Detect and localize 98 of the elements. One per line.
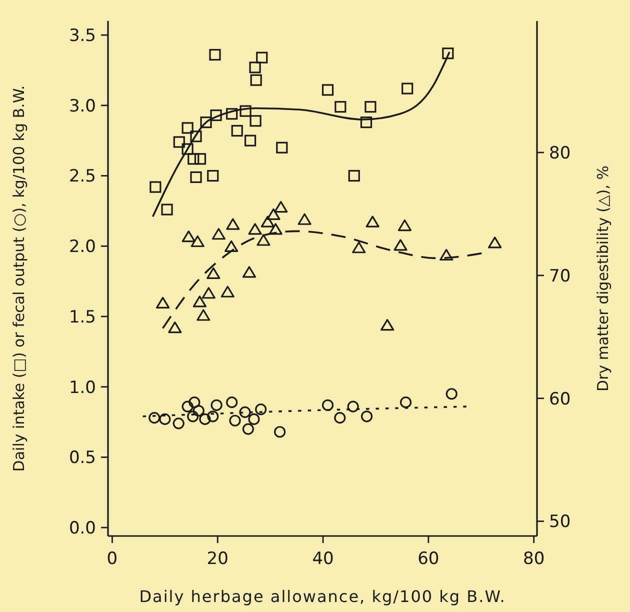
point xyxy=(187,410,199,422)
point xyxy=(161,204,173,216)
point xyxy=(190,130,202,142)
point xyxy=(239,406,251,418)
point xyxy=(446,388,458,400)
point xyxy=(440,248,454,261)
point xyxy=(172,418,184,430)
point xyxy=(256,234,270,246)
point xyxy=(188,396,200,408)
point xyxy=(159,413,171,426)
point xyxy=(242,423,254,435)
point xyxy=(334,412,346,424)
y2-tick-label: 80 xyxy=(549,143,571,164)
y2-tick-label: 70 xyxy=(549,266,571,286)
x-tick-label: 20 xyxy=(206,549,228,569)
point xyxy=(156,296,170,308)
point xyxy=(182,122,194,134)
point xyxy=(402,82,414,94)
x-tick-label: 0 xyxy=(106,549,118,569)
point xyxy=(224,240,238,252)
point xyxy=(190,171,202,183)
point xyxy=(366,216,380,228)
point xyxy=(256,52,268,64)
point xyxy=(348,170,360,182)
point xyxy=(196,309,210,321)
point xyxy=(173,136,185,148)
point xyxy=(148,412,160,424)
point xyxy=(244,134,256,146)
point xyxy=(364,101,376,113)
point xyxy=(168,321,182,334)
point xyxy=(194,153,206,165)
point xyxy=(182,230,196,242)
y2-axis-title: Dry matter digestibility (△), % xyxy=(594,166,612,392)
point xyxy=(250,115,262,127)
y-tick-label: 2.5 xyxy=(68,166,96,187)
point xyxy=(226,108,238,120)
y-tick-label: 3.0 xyxy=(68,96,96,116)
point xyxy=(226,218,240,230)
point xyxy=(207,410,219,422)
point xyxy=(274,201,288,213)
point xyxy=(220,286,234,298)
point xyxy=(207,170,219,182)
point xyxy=(442,48,454,60)
point xyxy=(182,400,194,412)
point xyxy=(400,396,412,408)
point xyxy=(266,208,280,220)
point xyxy=(250,74,262,86)
point xyxy=(192,296,207,308)
point xyxy=(398,219,412,232)
point xyxy=(249,62,261,74)
point xyxy=(209,48,221,61)
point xyxy=(255,404,267,416)
point xyxy=(260,216,274,228)
point xyxy=(188,153,200,165)
point xyxy=(380,319,394,331)
y-tick-label: 0.5 xyxy=(68,448,96,468)
point xyxy=(199,413,211,426)
point xyxy=(352,242,366,254)
y2-tick-label: 60 xyxy=(549,389,571,410)
point xyxy=(360,410,373,422)
point xyxy=(276,142,288,154)
point xyxy=(210,399,222,411)
point xyxy=(322,399,334,411)
x-axis-title: Daily herbage allowance, kg/100 kg B.W. xyxy=(139,587,506,606)
point xyxy=(268,223,282,235)
point xyxy=(202,287,216,299)
point xyxy=(150,181,162,193)
point xyxy=(248,413,260,426)
point xyxy=(240,105,252,117)
point xyxy=(212,228,226,240)
point xyxy=(274,426,286,438)
y-tick-label: 3.5 xyxy=(68,26,96,46)
y2-tick-label: 50 xyxy=(549,512,571,532)
point xyxy=(200,116,212,128)
point xyxy=(210,109,222,122)
point xyxy=(190,235,204,248)
point xyxy=(206,267,220,279)
point xyxy=(334,101,346,113)
point xyxy=(248,223,262,235)
y-tick-label: 1.0 xyxy=(68,378,96,398)
point xyxy=(226,396,238,408)
point xyxy=(488,236,502,248)
point xyxy=(394,239,408,251)
x-tick-label: 80 xyxy=(523,549,545,569)
y-tick-label: 1.5 xyxy=(68,307,96,328)
point xyxy=(360,116,372,128)
point xyxy=(231,124,243,137)
x-tick-label: 40 xyxy=(312,549,334,569)
point xyxy=(182,143,194,155)
y-axis-title: Daily intake (□) or fecal output (○), kg/100 kg B.W. xyxy=(10,85,28,472)
point xyxy=(322,84,334,96)
x-tick-label: 60 xyxy=(418,549,440,569)
point xyxy=(229,414,241,426)
y-tick-label: 2.0 xyxy=(68,237,96,258)
point xyxy=(242,266,256,278)
y-tick-label: 0.0 xyxy=(68,518,96,539)
point xyxy=(298,213,312,225)
point xyxy=(347,400,359,412)
